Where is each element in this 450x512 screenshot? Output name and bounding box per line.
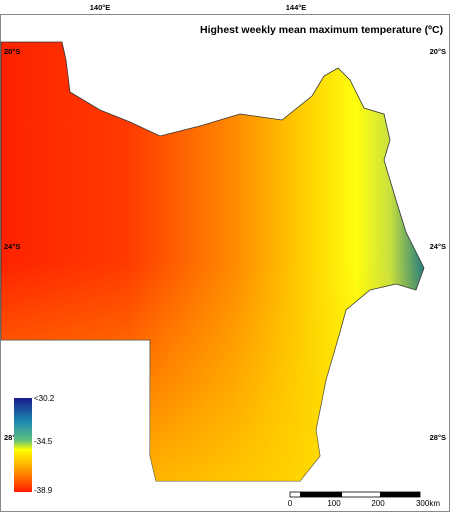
map-title: Highest weekly mean maximum temperature … — [200, 24, 443, 36]
latitude-label: 24°S — [430, 242, 446, 251]
longitude-label: 144°E — [286, 3, 307, 12]
longitude-label: 140°E — [90, 3, 111, 12]
scale-label: 300km — [416, 499, 440, 508]
region — [0, 41, 425, 482]
latitude-label: 28°S — [430, 433, 446, 442]
latitude-label: 24°S — [4, 242, 20, 251]
temperature-shading — [1, 42, 424, 481]
scale-label: 100 — [327, 499, 341, 508]
latitude-label: 20°S — [430, 47, 446, 56]
legend: <30.2 -34.5 -38.9 — [14, 394, 55, 495]
scale-label: 200 — [371, 499, 385, 508]
scale-label: 0 — [288, 499, 293, 508]
legend-colorbar — [14, 398, 32, 492]
latitude-label: 20°S — [4, 47, 20, 56]
legend-label: <30.2 — [34, 394, 55, 403]
legend-label: -34.5 — [34, 437, 53, 446]
scale-bar-segment — [300, 492, 342, 497]
legend-label: -38.9 — [34, 486, 53, 495]
scale-bar: 0 100 200 300km — [288, 491, 440, 508]
scale-bar-segment — [380, 492, 420, 497]
latitude-label: 28°S — [4, 433, 20, 442]
